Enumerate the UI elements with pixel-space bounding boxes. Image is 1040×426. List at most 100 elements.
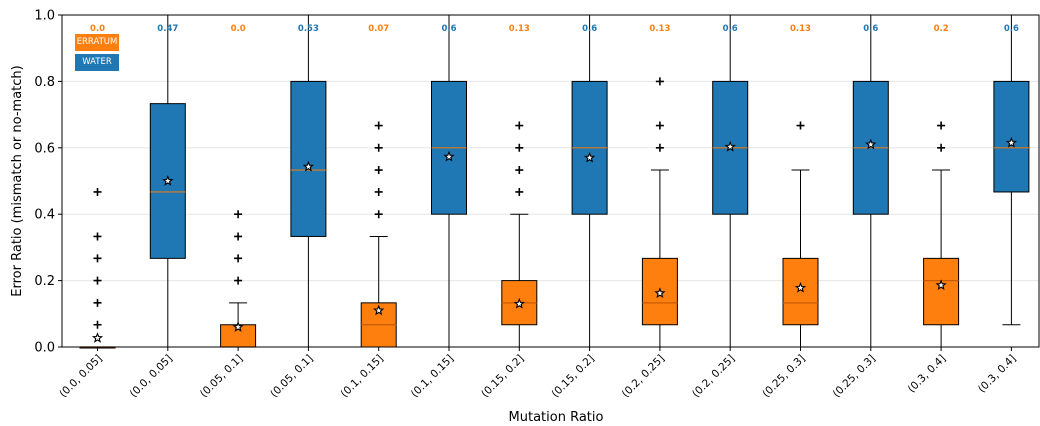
- median-annotation: 0.07: [368, 24, 389, 34]
- outlier-point: [796, 121, 805, 130]
- median-annotation: 0.6: [582, 24, 597, 34]
- x-tick-label: (0.15, 0.2]: [549, 353, 596, 400]
- box-erratum: [79, 187, 116, 349]
- box-water: [290, 14, 327, 348]
- y-tick-label: 0.4: [34, 208, 55, 223]
- mean-marker: [865, 138, 877, 150]
- outlier-point: [93, 298, 102, 307]
- x-tick-label: (0.1, 0.15]: [338, 353, 385, 400]
- mean-marker: [935, 279, 947, 291]
- legend-item-erratum: ERRATUM: [75, 34, 119, 51]
- y-tick-label: 0.0: [34, 341, 55, 356]
- outlier-point: [234, 232, 243, 241]
- median-annotation: 0.0: [90, 24, 105, 34]
- outlier-point: [374, 143, 383, 152]
- median-annotation: 0.6: [723, 24, 738, 34]
- mean-marker: [443, 150, 455, 162]
- x-tick-label: (0.0, 0.05]: [57, 353, 104, 400]
- box-erratum: [641, 77, 678, 348]
- box-erratum: [923, 121, 960, 348]
- mean-marker: [373, 304, 385, 316]
- outlier-point: [515, 143, 524, 152]
- outlier-point: [515, 166, 524, 175]
- median-annotation: 0.13: [509, 24, 530, 34]
- median-annotations: 0.0 0.47 0.0 0.53 0.07 0.6 0.13 0.6 0.13 0.6 0.13 0…: [90, 24, 1019, 34]
- mean-marker: [794, 281, 807, 293]
- median-annotation: 0.13: [649, 24, 670, 34]
- median-annotation: 0.53: [298, 24, 319, 34]
- grid-lines: [62, 80, 1039, 282]
- outlier-point: [515, 121, 524, 130]
- box-erratum: [220, 210, 257, 348]
- mean-marker: [583, 151, 596, 163]
- box-water: [571, 14, 608, 348]
- x-tick-label: (0.25, 0.3]: [831, 353, 878, 400]
- outlier-point: [234, 210, 243, 219]
- median-annotation: 0.6: [441, 24, 456, 34]
- mean-marker: [232, 321, 244, 332]
- box-iqr: [993, 80, 1030, 193]
- outlier-point: [93, 320, 102, 329]
- mean-marker: [302, 160, 315, 172]
- mean-marker: [1005, 136, 1018, 148]
- median-annotation: 0.47: [157, 24, 178, 34]
- x-tick-label: (0.05, 0.1]: [268, 353, 315, 400]
- box-water: [431, 14, 467, 348]
- outlier-point: [93, 254, 102, 263]
- y-tick-label: 0.2: [34, 274, 55, 289]
- legend-item-water: WATER: [75, 54, 119, 71]
- outlier-point: [374, 187, 383, 196]
- x-tick-label: (0.2, 0.25]: [620, 353, 667, 400]
- x-tick-label: (0.2, 0.25]: [690, 353, 737, 400]
- median-annotation: 0.13: [790, 24, 811, 34]
- mean-marker: [513, 297, 525, 309]
- box-iqr: [149, 103, 186, 259]
- box-water: [712, 14, 749, 348]
- y-axis-label: Error Ratio (mismatch or no-match): [10, 65, 25, 296]
- x-tick-label: (0.1, 0.15]: [409, 353, 456, 400]
- outlier-point: [655, 77, 664, 86]
- plot-frame: [61, 14, 1040, 348]
- outlier-point: [515, 187, 524, 196]
- outlier-point: [234, 276, 243, 285]
- median-annotation: 0.6: [863, 24, 878, 34]
- median-annotation: 0.2: [934, 24, 949, 34]
- outlier-point: [93, 187, 102, 196]
- box-erratum: [360, 121, 397, 348]
- outlier-point: [93, 276, 102, 285]
- outlier-point: [374, 210, 383, 219]
- x-tick-label: (0.15, 0.2]: [479, 353, 526, 400]
- box-water: [993, 14, 1030, 326]
- box-water: [149, 14, 186, 348]
- box-iqr: [923, 257, 960, 326]
- outlier-point: [937, 143, 946, 152]
- outlier-point: [655, 121, 664, 130]
- mean-marker: [162, 175, 174, 186]
- y-tick-label: 0.6: [34, 141, 55, 156]
- mean-marker: [654, 287, 666, 299]
- box-iqr: [290, 80, 327, 237]
- median-annotation: 0.6: [1004, 24, 1019, 34]
- x-tick-label: (0.05, 0.1]: [198, 353, 245, 400]
- median-annotation: 0.0: [231, 24, 246, 34]
- mean-marker: [724, 140, 736, 152]
- x-axis-label: Mutation Ratio: [509, 410, 604, 425]
- box-water: [852, 14, 889, 348]
- x-tick-label: (0.0, 0.05]: [128, 353, 175, 400]
- outlier-point: [374, 121, 383, 130]
- outlier-point: [234, 254, 243, 263]
- box-iqr: [782, 257, 819, 326]
- outlier-point: [93, 232, 102, 241]
- x-tick-label: (0.25, 0.3]: [760, 353, 807, 400]
- outlier-point: [374, 166, 383, 175]
- box-group: [79, 14, 1030, 349]
- box-erratum: [782, 121, 819, 348]
- outlier-point: [937, 121, 946, 130]
- y-tick-label: 1.0: [34, 9, 55, 24]
- mean-marker: [91, 332, 104, 343]
- outlier-point: [655, 143, 664, 152]
- x-tick-label: (0.3, 0.4]: [976, 353, 1019, 396]
- x-tick-label: (0.3, 0.4]: [906, 353, 949, 396]
- box-erratum: [501, 121, 538, 348]
